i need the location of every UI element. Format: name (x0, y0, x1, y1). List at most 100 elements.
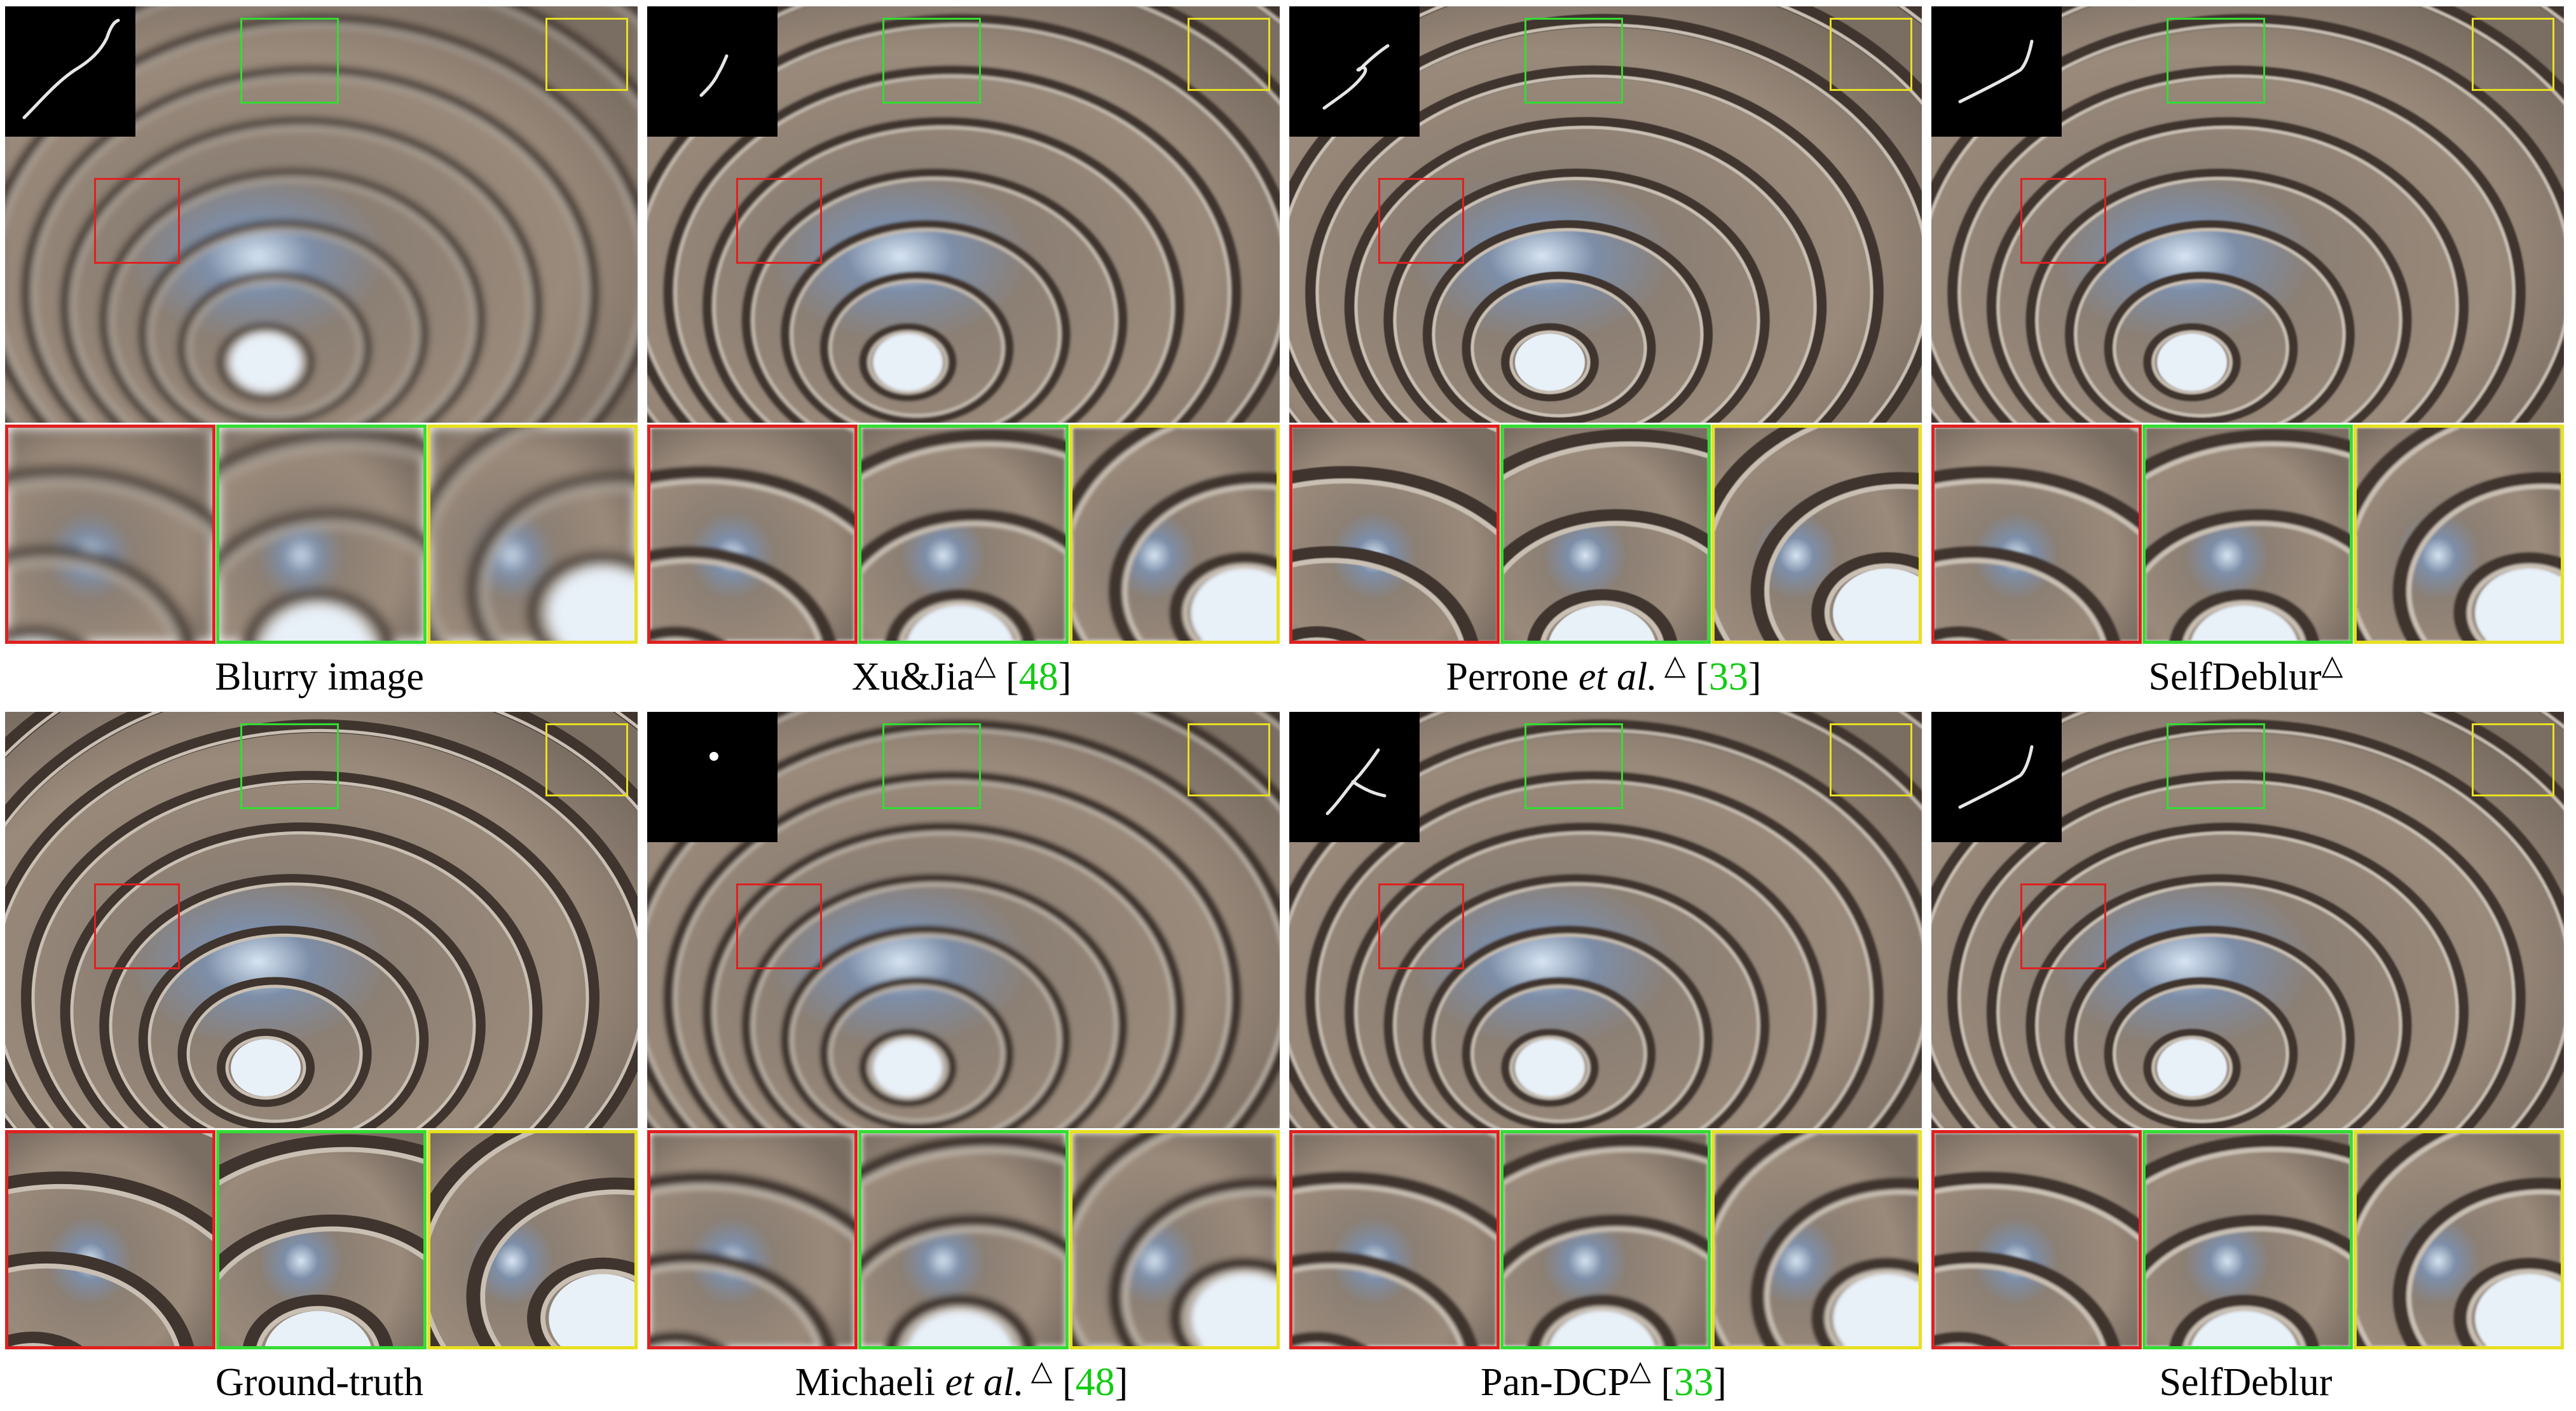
stair-center (1515, 334, 1585, 391)
step-edge (673, 780, 1231, 1128)
staircase-image (1931, 6, 2564, 423)
step-edge-zoom (219, 521, 423, 575)
railing-ring-zoom (219, 1134, 423, 1184)
railing-ring-zoom (1292, 1332, 1367, 1346)
step-edge-zoom (2146, 521, 2350, 575)
roi-box-green (240, 18, 339, 104)
railing-ring-zoom (2146, 508, 2350, 571)
stair-center-zoom (907, 1311, 1013, 1346)
roi-box-yellow (1188, 18, 1270, 91)
panel-caption: Pan-DCP△ [33] (1284, 1356, 1923, 1408)
railing-ring-zoom (1527, 589, 1678, 641)
step-edge (225, 330, 306, 395)
step-edge-zoom (2146, 1226, 2350, 1281)
stair-center (231, 1039, 301, 1096)
caption-bracket-open: [ (1651, 1361, 1675, 1404)
railing-ring (217, 323, 315, 402)
stair-center-zoom (2191, 605, 2298, 641)
panel-caption: SelfDeblur△ (1926, 651, 2565, 702)
step-edge-zoom (1292, 1183, 1497, 1241)
panel-caption: Ground-truth (0, 1357, 639, 1408)
step-edge (109, 177, 476, 423)
step-edge (1289, 24, 1922, 423)
figure-panel-blurry: Blurry image (0, 0, 639, 705)
zoom-crop-yellow (2353, 425, 2564, 644)
railing-ring (647, 719, 1280, 1128)
step-edge-zoom (256, 1305, 380, 1346)
railing-ring-zoom (1935, 1251, 2121, 1346)
zoom-crop-green (1500, 425, 1711, 644)
step-edge-zoom (1935, 478, 2139, 536)
railing-ring-zoom (1504, 1134, 1708, 1184)
railing-ring (2064, 925, 2355, 1128)
railing-ring-zoom (219, 508, 423, 571)
railing-ring (177, 977, 372, 1128)
railing-ring-zoom (8, 626, 83, 641)
step-edge (31, 780, 589, 1128)
staircase-image (5, 712, 638, 1128)
railing-ring (1344, 117, 1827, 423)
step-edge-zoom (8, 1183, 212, 1241)
railing-ring (1986, 822, 2469, 1128)
roi-box-yellow (2472, 723, 2554, 796)
step-edge (1996, 125, 2459, 423)
roi-box-red (2020, 883, 2106, 969)
railing-ring (1383, 874, 1770, 1128)
step-edge (2035, 177, 2402, 423)
step-edge-zoom (898, 1305, 1022, 1346)
stair-center (1515, 1039, 1585, 1096)
step-edge-zoom (861, 521, 1065, 575)
step-edge-zoom (2146, 441, 2350, 481)
background-zoom (8, 428, 212, 641)
railing-ring-zoom (2392, 472, 2561, 641)
step-edge-zoom (650, 478, 854, 536)
step-edge-zoom (1292, 1263, 1464, 1346)
railing-ring-zoom (1108, 472, 1277, 641)
step-edge (1354, 125, 1817, 423)
step-edge (1509, 1035, 1591, 1100)
railing-ring (2025, 168, 2412, 423)
step-edge (1470, 985, 1647, 1123)
roi-box-red (736, 883, 822, 969)
figure-panel-perrone: Perrone et al. △ [33] (1284, 0, 1923, 705)
railing-ring-zoom (861, 508, 1065, 571)
step-edge (712, 125, 1175, 423)
step-edge-zoom (861, 1147, 1065, 1186)
railing-ring-zoom (2169, 1294, 2320, 1346)
step-edge-zoom (1292, 557, 1464, 641)
caption-marker: △ (1024, 1354, 1053, 1386)
railing-ring-zoom (1108, 1177, 1277, 1346)
step-edge (2035, 882, 2402, 1128)
background-zoom (650, 428, 854, 641)
zoom-crop-green (1500, 1130, 1711, 1349)
railing-ring-zoom (2453, 552, 2561, 641)
kernel-trace (699, 54, 729, 97)
railing-ring (5, 13, 638, 423)
step-edge-zoom (8, 557, 180, 641)
railing-ring-zoom (1811, 552, 1919, 641)
railing-ring (99, 874, 486, 1128)
step-edge-zoom (8, 1263, 180, 1346)
railing-ring-zoom (2392, 1177, 2561, 1346)
step-edge-zoom (1292, 478, 1497, 536)
railing-ring-zoom (1750, 1177, 1919, 1346)
roi-box-red (1378, 883, 1464, 969)
step-edge-zoom (480, 484, 634, 641)
step-edge (2151, 330, 2233, 395)
railing-ring (1501, 1028, 1599, 1107)
caption-main: Xu&Jia (851, 655, 975, 699)
railing-ring-zoom (8, 546, 195, 641)
kernel-trace (709, 752, 718, 761)
railing-ring-zoom (8, 466, 212, 533)
background-zoom (650, 1133, 854, 1346)
step-edge (2151, 1035, 2233, 1100)
railing-ring-zoom (2146, 1214, 2350, 1276)
step-edge-zoom (1122, 1189, 1277, 1346)
step-edge-zoom (1540, 600, 1664, 641)
panel-caption: Xu&Jia△ [48] (642, 651, 1281, 702)
step-edge (1957, 780, 2516, 1128)
background-zoom (1935, 1133, 2139, 1346)
railing-ring-zoom (2146, 428, 2350, 479)
roi-box-green (2167, 18, 2265, 104)
step-edge (5, 729, 638, 1128)
